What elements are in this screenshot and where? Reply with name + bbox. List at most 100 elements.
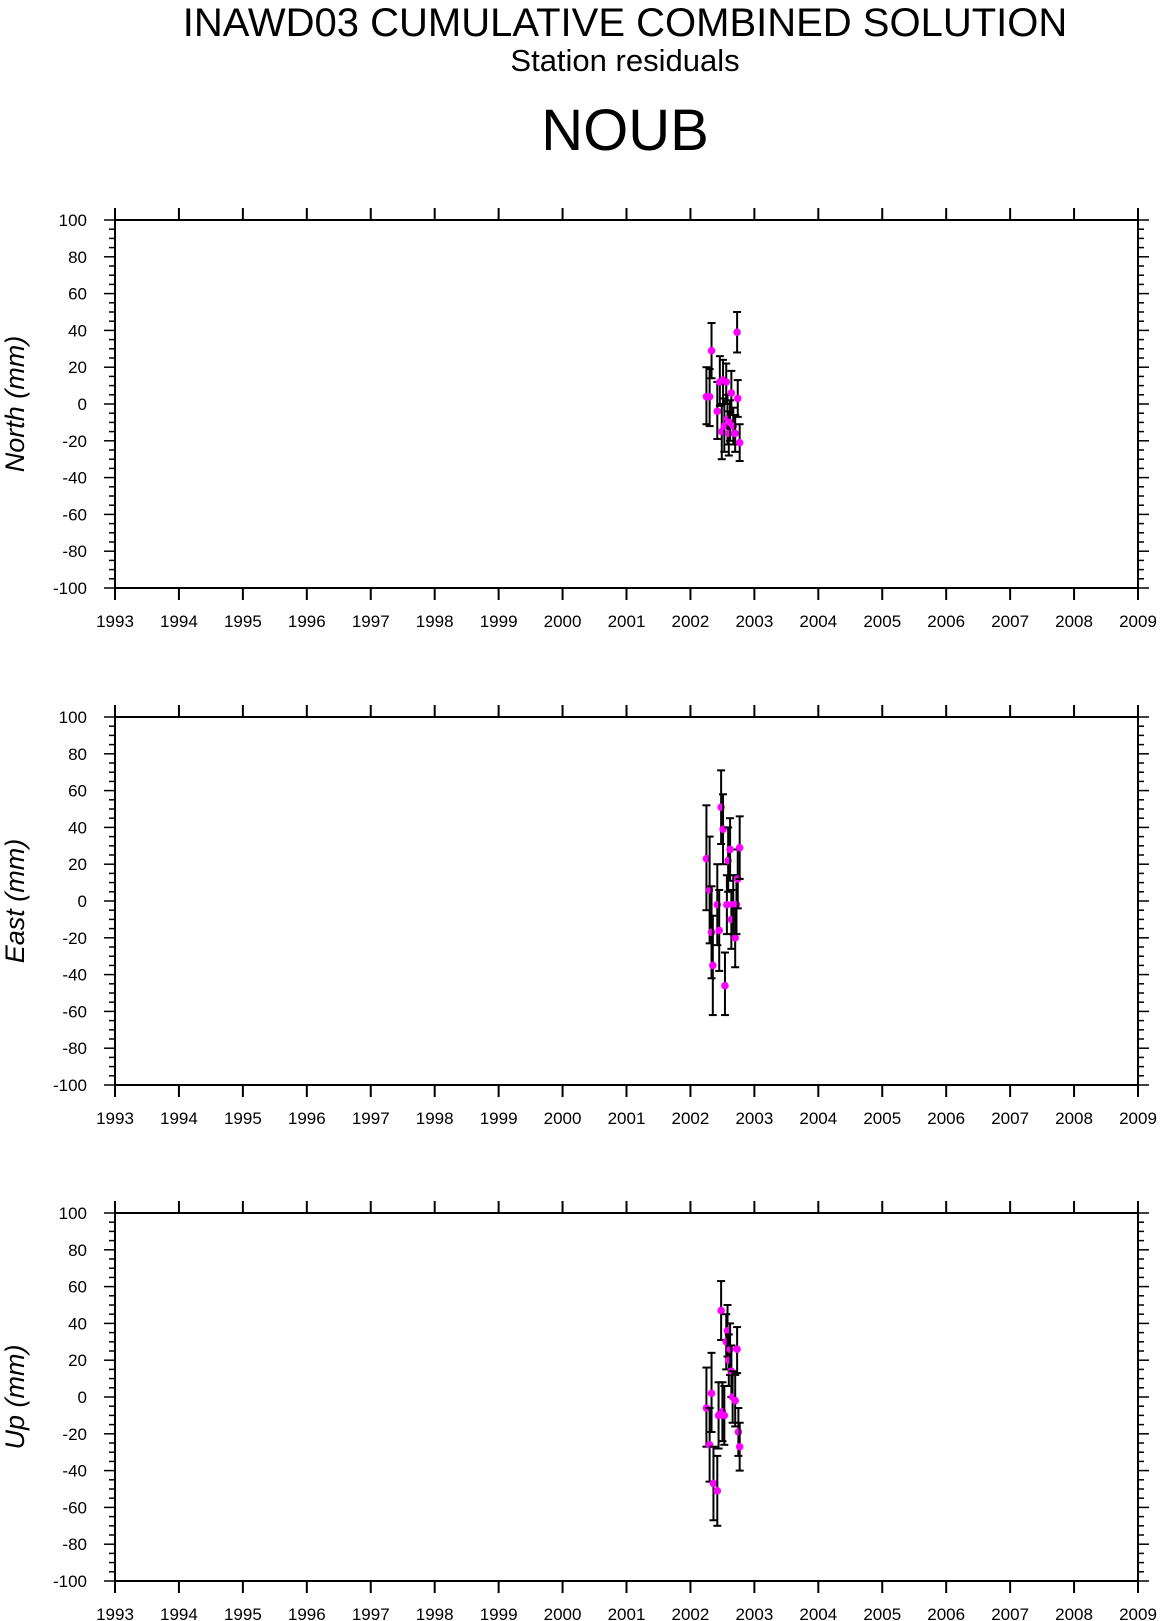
x-tick-label: 2003 <box>735 612 773 631</box>
y-tick-label: 100 <box>59 211 87 230</box>
y-tick-label: -80 <box>62 1039 87 1058</box>
data-point <box>717 1280 726 1341</box>
x-tick-label: 1993 <box>96 612 134 631</box>
x-tick-label: 1998 <box>416 1605 454 1621</box>
data-marker <box>733 394 742 403</box>
data-marker <box>735 843 744 852</box>
data-point <box>715 888 724 972</box>
x-tick-label: 2007 <box>991 1109 1029 1128</box>
data-point <box>733 1326 742 1375</box>
data-marker <box>707 928 716 937</box>
data-point <box>733 379 742 418</box>
y-tick-label: -40 <box>62 966 87 985</box>
data-point <box>707 322 716 380</box>
y-tick-label: 40 <box>68 818 87 837</box>
data-point <box>720 951 729 1017</box>
y-tick-label: -20 <box>62 929 87 948</box>
x-tick-label: 2005 <box>863 1605 901 1621</box>
y-tick-label: -40 <box>62 1462 87 1481</box>
y-tick-label: 20 <box>68 358 87 377</box>
data-marker <box>731 934 739 942</box>
chart-panel-3: 100 80 60 40 20 0 -20 -40 -60 -80 -100 1993 1994 1995… <box>0 1201 1157 1621</box>
data-point <box>722 362 731 405</box>
y-tick-label: 80 <box>68 1241 87 1260</box>
x-tick-label: 1999 <box>480 1109 518 1128</box>
y-tick-label: 0 <box>78 395 87 414</box>
x-tick-label: 2004 <box>799 1109 837 1128</box>
x-tick-label: 2002 <box>672 1109 710 1128</box>
data-marker <box>715 926 724 935</box>
y-tick-label: 20 <box>68 1351 87 1370</box>
data-marker <box>723 900 731 909</box>
x-tick-label: 1996 <box>288 1109 326 1128</box>
x-tick-label: 2005 <box>863 1109 901 1128</box>
y-axis-label: Up (mm) <box>0 1345 30 1450</box>
data-marker <box>735 1442 744 1451</box>
x-tick-label: 2001 <box>608 1109 646 1128</box>
y-tick-label: 0 <box>78 892 87 911</box>
data-point <box>713 1454 722 1527</box>
x-tick-label: 1994 <box>160 1109 198 1128</box>
x-tick-label: 1997 <box>352 1605 390 1621</box>
x-tick-label: 2008 <box>1055 612 1093 631</box>
x-tick-label: 1997 <box>352 612 390 631</box>
y-tick-label: -100 <box>53 579 87 598</box>
x-tick-label: 2008 <box>1055 1109 1093 1128</box>
data-point <box>708 914 717 1017</box>
y-tick-label: -20 <box>62 1425 87 1444</box>
x-tick-label: 2002 <box>672 1605 710 1621</box>
data-marker <box>726 1345 734 1353</box>
data-marker <box>707 1389 716 1398</box>
y-axis-label: East (mm) <box>0 839 30 964</box>
x-tick-label: 1998 <box>416 612 454 631</box>
x-tick-label: 2002 <box>672 612 710 631</box>
y-tick-label: -60 <box>62 1002 87 1021</box>
y-tick-label: 60 <box>68 285 87 304</box>
x-tick-label: 2007 <box>991 612 1029 631</box>
x-tick-label: 2007 <box>991 1605 1029 1621</box>
y-tick-label: 60 <box>68 782 87 801</box>
x-tick-label: 2008 <box>1055 1605 1093 1621</box>
chart-subtitle: Station residuals <box>510 43 740 78</box>
x-tick-label: 2006 <box>927 1605 965 1621</box>
x-tick-label: 1995 <box>224 1605 262 1621</box>
x-tick-label: 2000 <box>544 1109 582 1128</box>
data-point <box>707 1351 716 1433</box>
x-tick-label: 1997 <box>352 1109 390 1128</box>
x-tick-label: 1995 <box>224 612 262 631</box>
y-tick-label: -60 <box>62 505 87 524</box>
plot-frame <box>114 716 1139 1086</box>
x-tick-label: 2009 <box>1119 1109 1157 1128</box>
data-point <box>720 397 729 453</box>
chart-panel-1: 100 80 60 40 20 0 -20 -40 -60 -80 -100 1993 1994 1995… <box>0 208 1157 631</box>
data-marker <box>733 1345 741 1353</box>
x-tick-label: 1996 <box>288 1605 326 1621</box>
x-tick-label: 2005 <box>863 612 901 631</box>
data-marker <box>732 900 741 909</box>
data-marker <box>720 422 729 430</box>
y-axis-label: North (mm) <box>0 336 30 473</box>
data-point <box>733 311 742 354</box>
data-marker <box>733 328 741 337</box>
x-tick-label: 2001 <box>608 1605 646 1621</box>
data-marker <box>709 1479 718 1488</box>
chart-title: INAWD03 CUMULATIVE COMBINED SOLUTION <box>182 1 1068 45</box>
y-tick-label: 100 <box>59 708 87 727</box>
x-tick-label: 2009 <box>1119 612 1157 631</box>
y-tick-label: -100 <box>53 1572 87 1591</box>
x-tick-label: 1996 <box>288 612 326 631</box>
x-tick-label: 1993 <box>96 1109 134 1128</box>
data-marker <box>721 981 729 990</box>
x-tick-label: 2003 <box>735 1605 773 1621</box>
data-point <box>719 793 728 866</box>
x-tick-label: 1995 <box>224 1109 262 1128</box>
x-tick-label: 2009 <box>1119 1605 1157 1621</box>
y-tick-label: 20 <box>68 855 87 874</box>
y-tick-label: 80 <box>68 745 87 764</box>
x-tick-label: 2000 <box>544 612 582 631</box>
data-marker <box>735 438 744 447</box>
x-tick-label: 1994 <box>160 1605 198 1621</box>
x-tick-label: 2006 <box>927 1109 965 1128</box>
y-tick-label: -80 <box>62 542 87 561</box>
x-tick-label: 2004 <box>799 1605 837 1621</box>
